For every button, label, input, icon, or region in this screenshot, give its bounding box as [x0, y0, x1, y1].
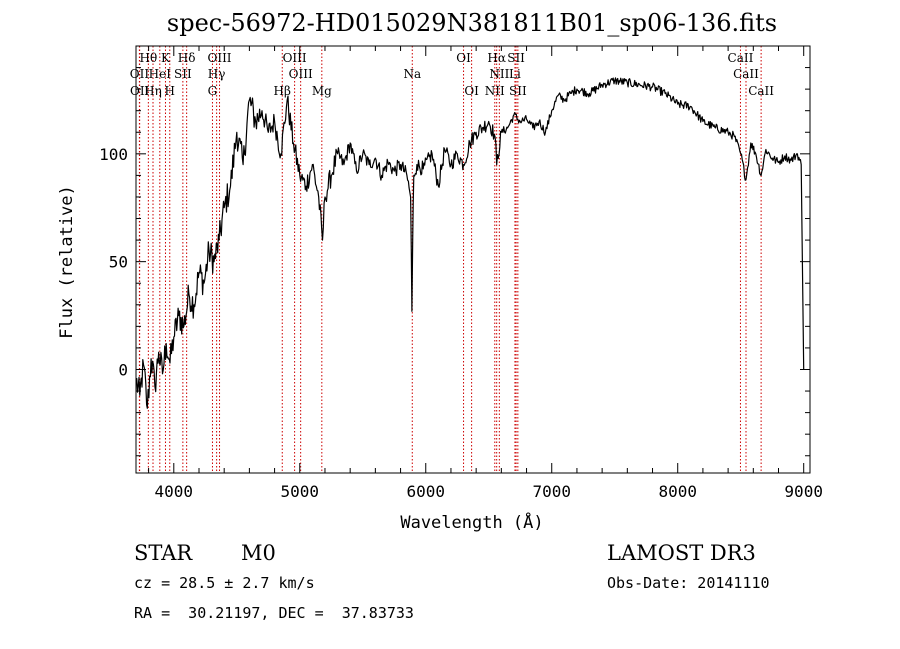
plot-frame — [135, 45, 811, 474]
line-label: Hδ — [178, 51, 196, 65]
line-label: OIII — [283, 51, 307, 65]
y-tick-label: 0 — [118, 360, 128, 379]
line-label: OIII — [207, 51, 231, 65]
line-label: OI — [464, 84, 479, 98]
line-label: CaII — [733, 67, 759, 81]
line-label: Na — [403, 67, 421, 81]
line-label: K — [161, 51, 171, 65]
line-label: Hα — [487, 51, 506, 65]
line-label: OII — [130, 67, 150, 81]
survey-name: LAMOST DR3 — [607, 541, 756, 565]
y-axis-ticks: 0 50 100 — [99, 67, 810, 457]
y-axis-label: Flux (relative) — [57, 185, 77, 339]
x-tick-label: 5000 — [281, 482, 320, 501]
x-tick-label: 9000 — [784, 482, 823, 501]
x-tick-label: 7000 — [532, 482, 571, 501]
spectral-line-markers — [138, 46, 762, 473]
x-tick-label: 6000 — [406, 482, 445, 501]
line-label: Hβ — [274, 84, 291, 98]
x-axis-label: Wavelength (Å) — [400, 511, 543, 533]
x-axis-ticks: 4000 5000 6000 7000 8000 9000 — [148, 46, 823, 501]
observation-date: Obs-Date: 20141110 — [607, 574, 770, 592]
line-label: CaII — [728, 51, 754, 65]
line-label: G — [208, 84, 218, 98]
line-label: OIII — [289, 67, 313, 81]
line-label: Li — [509, 67, 521, 81]
x-tick-label: 4000 — [155, 482, 194, 501]
object-class: STAR — [134, 541, 193, 565]
object-subclass: M0 — [241, 541, 276, 565]
line-label: SII — [509, 84, 527, 98]
chart-title: spec-56972-HD015029N381811B01_sp06-136.f… — [167, 9, 777, 37]
line-label: HeI — [149, 67, 172, 81]
coordinates: RA = 30.21197, DEC = 37.83733 — [134, 604, 414, 622]
line-label: NII — [489, 67, 509, 81]
line-label: CaII — [748, 84, 774, 98]
line-label: H — [165, 84, 175, 98]
y-tick-label: 100 — [99, 145, 128, 164]
line-label: Hη — [144, 84, 162, 98]
x-tick-label: 8000 — [658, 482, 697, 501]
plot-area: 4000 5000 6000 7000 8000 9000 0 50 100 Hθ K Hδ OII… — [99, 45, 823, 501]
line-label: Hγ — [208, 67, 226, 81]
spectrum-line — [135, 77, 805, 409]
line-label: OI — [456, 51, 471, 65]
line-label: NII — [485, 84, 505, 98]
line-label: Hθ — [139, 51, 157, 65]
y-tick-label: 50 — [109, 253, 128, 272]
line-label: Mg — [312, 84, 332, 98]
redshift-value: cz = 28.5 ± 2.7 km/s — [134, 574, 315, 592]
line-label: OII — [130, 84, 150, 98]
line-label: SII — [507, 51, 525, 65]
line-label: SII — [174, 67, 192, 81]
